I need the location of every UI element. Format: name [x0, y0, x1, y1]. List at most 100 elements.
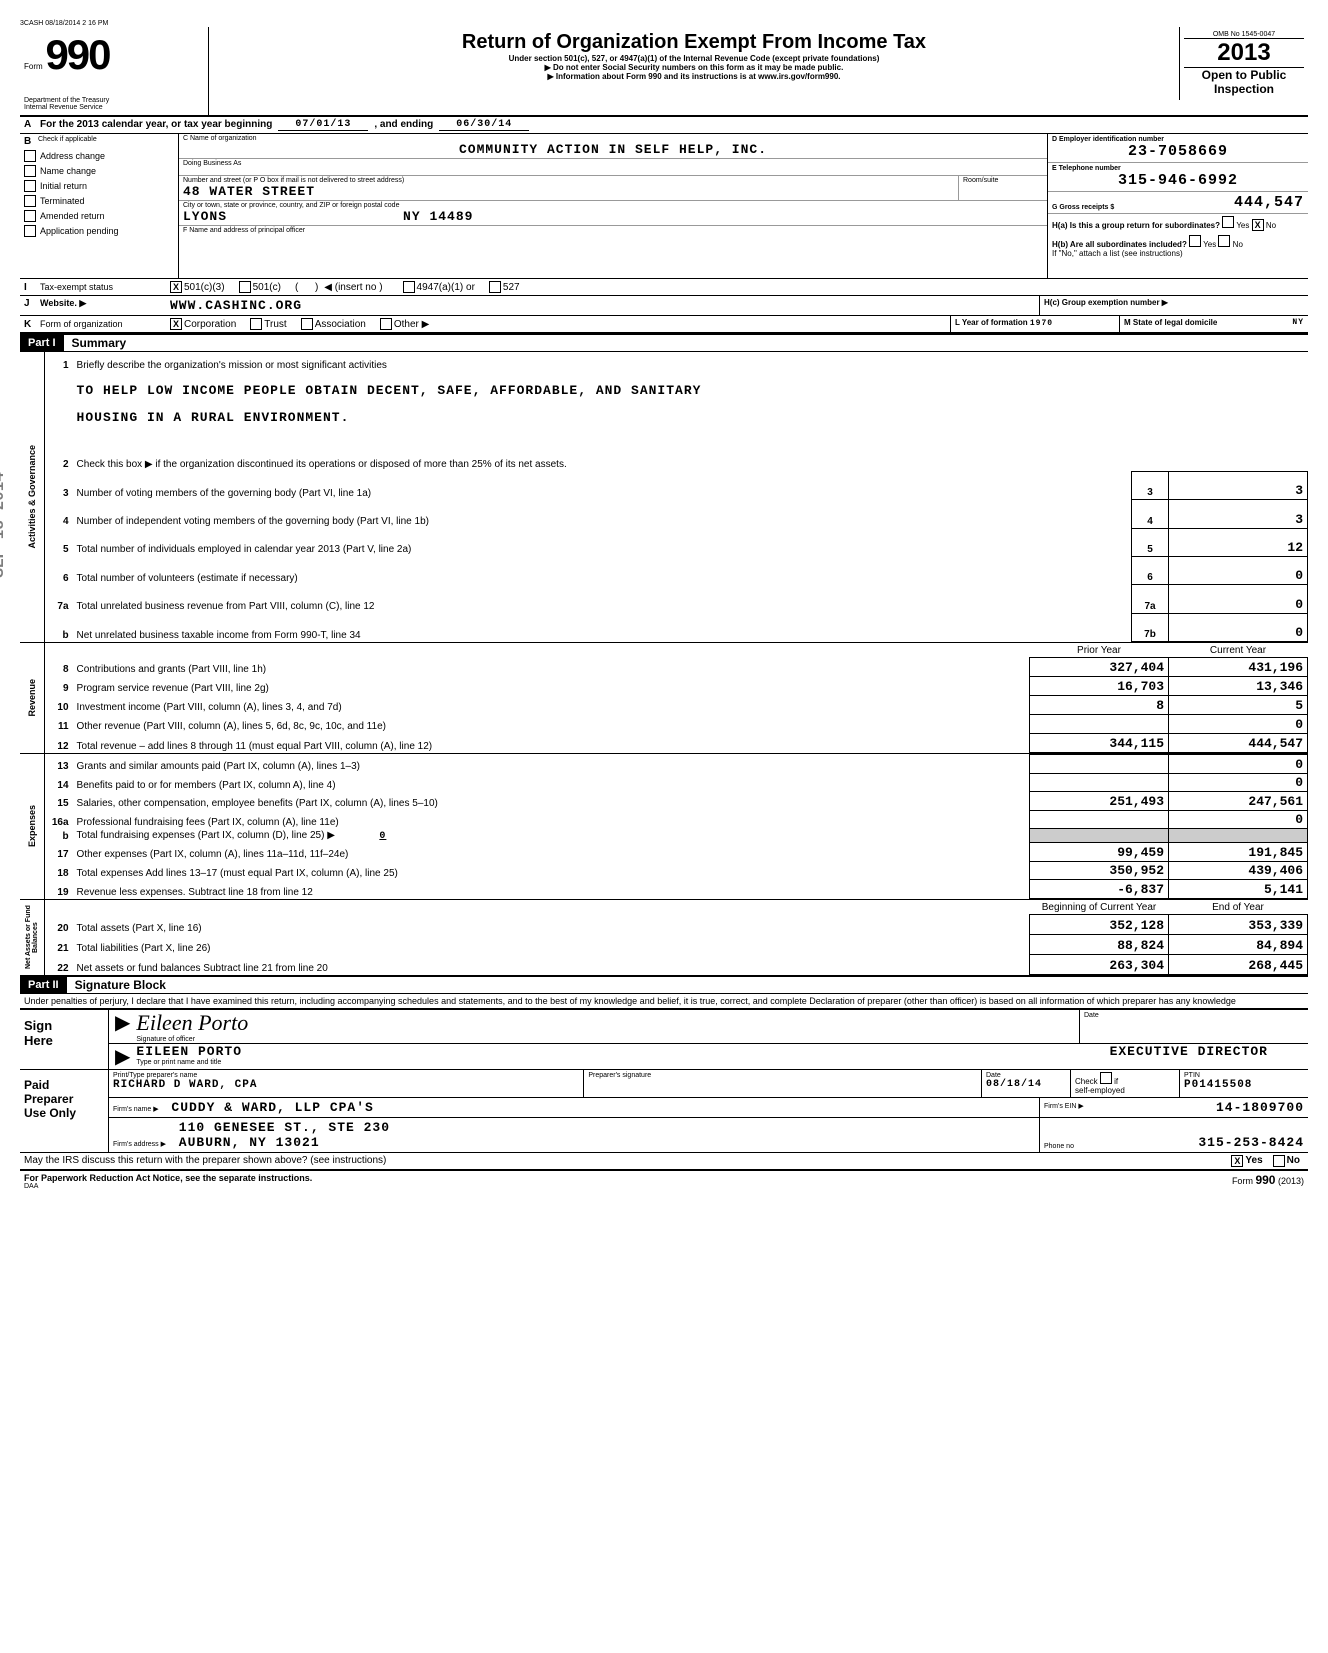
mission-1: TO HELP LOW INCOME PEOPLE OBTAIN DECENT,… — [73, 372, 1308, 399]
state-domicile: NY — [1292, 318, 1304, 327]
line-a-mid: , and ending — [374, 119, 433, 131]
line-k: K Form of organization Corporation Trust… — [20, 316, 1308, 333]
check-501c[interactable] — [239, 281, 251, 293]
city: LYONS — [183, 209, 227, 224]
val-4: 3 — [1169, 500, 1308, 528]
arrow-icon: ▶ — [109, 1044, 136, 1069]
check-amended[interactable]: Amended return — [24, 210, 174, 222]
ein: 23-7058669 — [1052, 143, 1304, 160]
part1-label: Part I — [20, 335, 64, 351]
part1-header-row: Part I Summary — [20, 333, 1308, 352]
check-initial-return[interactable]: Initial return — [24, 180, 174, 192]
tax-year-end: 06/30/14 — [439, 119, 529, 131]
check-4947[interactable] — [403, 281, 415, 293]
omb: OMB No 1545-0047 — [1184, 31, 1304, 39]
hb-note: If "No," attach a list (see instructions… — [1052, 249, 1304, 258]
ha-no-check[interactable] — [1252, 219, 1264, 231]
firm-addr2: AUBURN, NY 13021 — [179, 1135, 320, 1150]
officer-title: EXECUTIVE DIRECTOR — [1110, 1044, 1268, 1059]
side-revenue: Revenue — [27, 675, 37, 721]
g-label: G Gross receipts $ — [1052, 204, 1114, 211]
gross-receipts: 444,547 — [1114, 194, 1304, 211]
received-stamp: SEP 18 2014 — [0, 472, 8, 578]
check-corp[interactable] — [170, 318, 182, 330]
letter-a: A — [24, 119, 40, 131]
part1-body: Activities & Governance 1Briefly describ… — [20, 352, 1308, 975]
check-applicable: Check if applicable — [38, 136, 97, 147]
e-label: E Telephone number — [1052, 165, 1304, 172]
sig-officer-label: Signature of officer — [136, 1036, 1079, 1043]
check-assoc[interactable] — [301, 318, 313, 330]
firm-phone: 315-253-8424 — [1074, 1135, 1304, 1150]
type-label: Type or print name and title — [136, 1059, 1308, 1066]
checkbox-column: BCheck if applicable Address change Name… — [20, 134, 179, 278]
l-label: L Year of formation — [955, 318, 1028, 327]
inspection: Inspection — [1184, 82, 1304, 96]
city-label: City or town, state or province, country… — [183, 202, 1043, 209]
hb-yes-check[interactable] — [1189, 235, 1201, 247]
check-501c3[interactable] — [170, 281, 182, 293]
timestamp: 3CASH 08/18/2014 2 16 PM — [20, 20, 1308, 27]
side-expenses: Expenses — [27, 801, 37, 851]
hc-label: H(c) Group exemption number ▶ — [1039, 296, 1308, 315]
val-3: 3 — [1169, 471, 1308, 499]
expenses-table: 13Grants and similar amounts paid (Part … — [45, 754, 1308, 899]
part2-header-row: Part II Signature Block — [20, 975, 1308, 994]
i-label: Tax-exempt status — [40, 282, 170, 292]
discuss-no-check[interactable] — [1273, 1155, 1285, 1167]
perjury-statement: Under penalties of perjury, I declare th… — [20, 994, 1308, 1008]
hb-label: H(b) Are all subordinates included? — [1052, 240, 1187, 249]
org-info: C Name of organization COMMUNITY ACTION … — [179, 134, 1047, 278]
officer-signature: Eileen Porto — [136, 1010, 1079, 1036]
line-i: I Tax-exempt status 501(c)(3) 501(c) ( )… — [20, 279, 1308, 296]
ptin: P01415508 — [1184, 1079, 1304, 1091]
sign-here-label: Sign Here — [20, 1010, 109, 1069]
governance-table: 1Briefly describe the organization's mis… — [45, 352, 1308, 642]
date-label: Date — [1084, 1012, 1304, 1019]
prep-date: 08/18/14 — [986, 1079, 1066, 1090]
part1-title: Summary — [72, 336, 127, 350]
val-6: 0 — [1169, 556, 1308, 584]
dept: Department of the Treasury — [24, 97, 204, 104]
f-label: F Name and address of principal officer — [183, 227, 1043, 234]
street: 48 WATER STREET — [183, 184, 954, 199]
check-other[interactable] — [380, 318, 392, 330]
check-527[interactable] — [489, 281, 501, 293]
form-footer: Form 990 (2013) — [1232, 1173, 1304, 1190]
state-zip: NY 14489 — [403, 209, 473, 224]
part2-title: Signature Block — [75, 978, 166, 992]
form-990-page: 3CASH 08/18/2014 2 16 PM Form 990 Depart… — [20, 20, 1308, 1192]
mission-2: HOUSING IN A RURAL ENVIRONMENT. — [73, 399, 1308, 426]
check-address-change[interactable]: Address change — [24, 150, 174, 162]
net-assets-table: Beginning of Current YearEnd of Year 20T… — [45, 900, 1308, 975]
subtitle: Under section 501(c), 527, or 4947(a)(1)… — [213, 54, 1175, 63]
header-right: OMB No 1545-0047 2013 Open to Public Ins… — [1179, 27, 1308, 100]
ha-label: H(a) Is this a group return for subordin… — [1052, 221, 1220, 230]
preparer-name: RICHARD D WARD, CPA — [113, 1079, 579, 1091]
k-label: Form of organization — [40, 319, 170, 329]
val-7b: 0 — [1169, 613, 1308, 641]
m-label: M State of legal domicile — [1124, 318, 1217, 327]
note2: ▶ Information about Form 990 and its ins… — [213, 72, 1175, 81]
check-app-pending[interactable]: Application pending — [24, 225, 174, 237]
discuss-yes-check[interactable] — [1231, 1155, 1243, 1167]
line-j: J Website. ▶ WWW.CASHINC.ORG H(c) Group … — [20, 296, 1308, 316]
irs: Internal Revenue Service — [24, 104, 204, 111]
check-self-employed[interactable] — [1100, 1072, 1112, 1084]
check-name-change[interactable]: Name change — [24, 165, 174, 177]
c-label: C Name of organization — [183, 135, 1043, 142]
dba-label: Doing Business As — [183, 160, 1043, 167]
ha-yes-check[interactable] — [1222, 216, 1234, 228]
note1: ▶ Do not enter Social Security numbers o… — [213, 63, 1175, 72]
firm-name: CUDDY & WARD, LLP CPA'S — [171, 1100, 373, 1115]
year: 2013 — [1184, 39, 1304, 67]
tax-year-begin: 07/01/13 — [278, 119, 368, 131]
form-label: Form — [24, 62, 43, 71]
check-terminated[interactable]: Terminated — [24, 195, 174, 207]
title: Return of Organization Exempt From Incom… — [213, 31, 1175, 54]
check-trust[interactable] — [250, 318, 262, 330]
signature-block: Sign Here ▶ Eileen Porto Signature of of… — [20, 1008, 1308, 1192]
year-formed: 1970 — [1030, 319, 1053, 328]
hb-no-check[interactable] — [1218, 235, 1230, 247]
phone: 315-946-6992 — [1052, 172, 1304, 189]
